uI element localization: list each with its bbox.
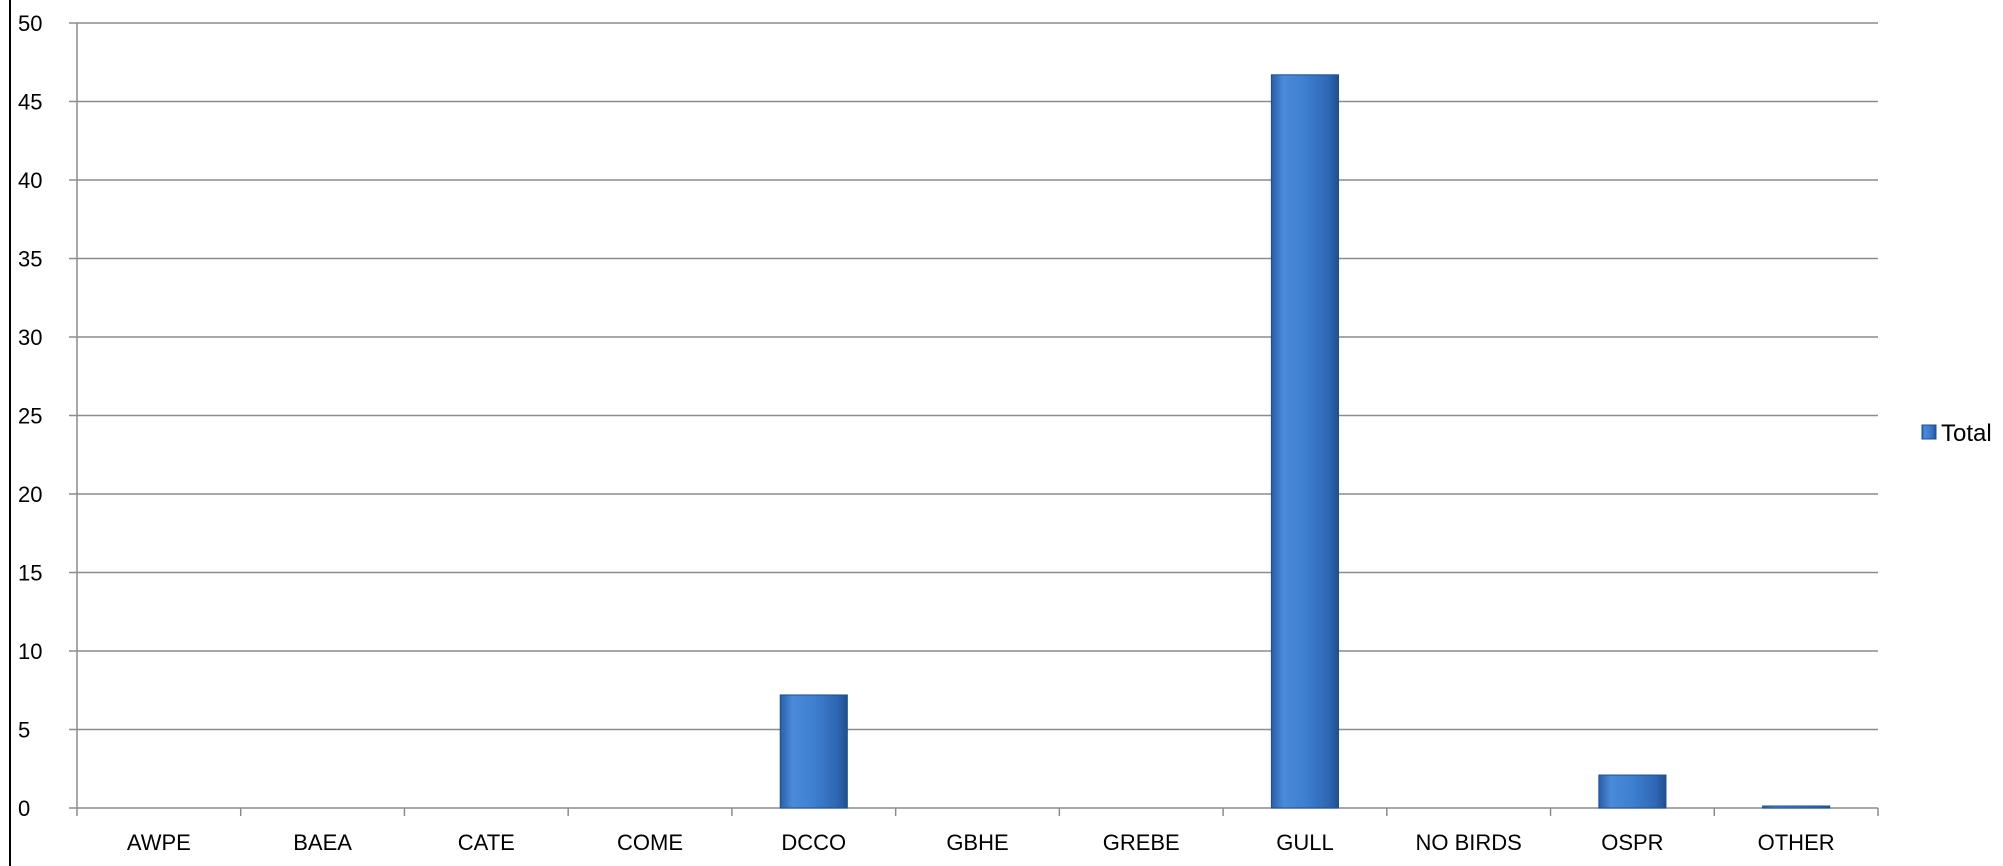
x-tick-label: COME	[617, 830, 683, 855]
y-tick-label: 0	[18, 796, 30, 821]
x-tick-label: AWPE	[127, 830, 191, 855]
axes	[69, 22, 1879, 816]
legend-swatch-total	[1921, 424, 1937, 440]
bars	[779, 74, 1831, 809]
x-tick-label: OTHER	[1758, 830, 1835, 855]
y-tick-label: 30	[18, 325, 42, 350]
bar-ospr	[1598, 774, 1667, 809]
x-tick-label: GBHE	[946, 830, 1008, 855]
bar-gull	[1270, 74, 1340, 809]
bar-dcco	[779, 694, 848, 809]
x-tick-label: OSPR	[1601, 830, 1663, 855]
gridlines	[77, 22, 1878, 731]
x-tick-label: BAEA	[293, 830, 352, 855]
y-tick-label: 20	[18, 482, 42, 507]
y-tick-label: 15	[18, 561, 42, 586]
x-tick-label: DCCO	[781, 830, 846, 855]
chart-left-border	[9, 0, 11, 866]
x-tick-label: GREBE	[1103, 830, 1180, 855]
x-tick-label: NO BIRDS	[1416, 830, 1522, 855]
bar-other	[1762, 805, 1831, 809]
legend-label-total: Total	[1941, 420, 1992, 447]
labels: 0 5 10 15 20 25 30 35 40 45 50 AWPE BAEA CATE COME DCCO…	[18, 11, 1835, 855]
y-tick-label: 35	[18, 247, 42, 272]
y-tick-label: 50	[18, 11, 42, 36]
legend: Total	[1921, 420, 1992, 447]
y-tick-label: 5	[18, 718, 30, 743]
x-tick-label: GULL	[1276, 830, 1333, 855]
x-tick-label: CATE	[458, 830, 515, 855]
y-tick-label: 45	[18, 90, 42, 115]
y-tick-label: 25	[18, 404, 42, 429]
y-tick-label: 10	[18, 639, 42, 664]
y-tick-label: 40	[18, 168, 42, 193]
